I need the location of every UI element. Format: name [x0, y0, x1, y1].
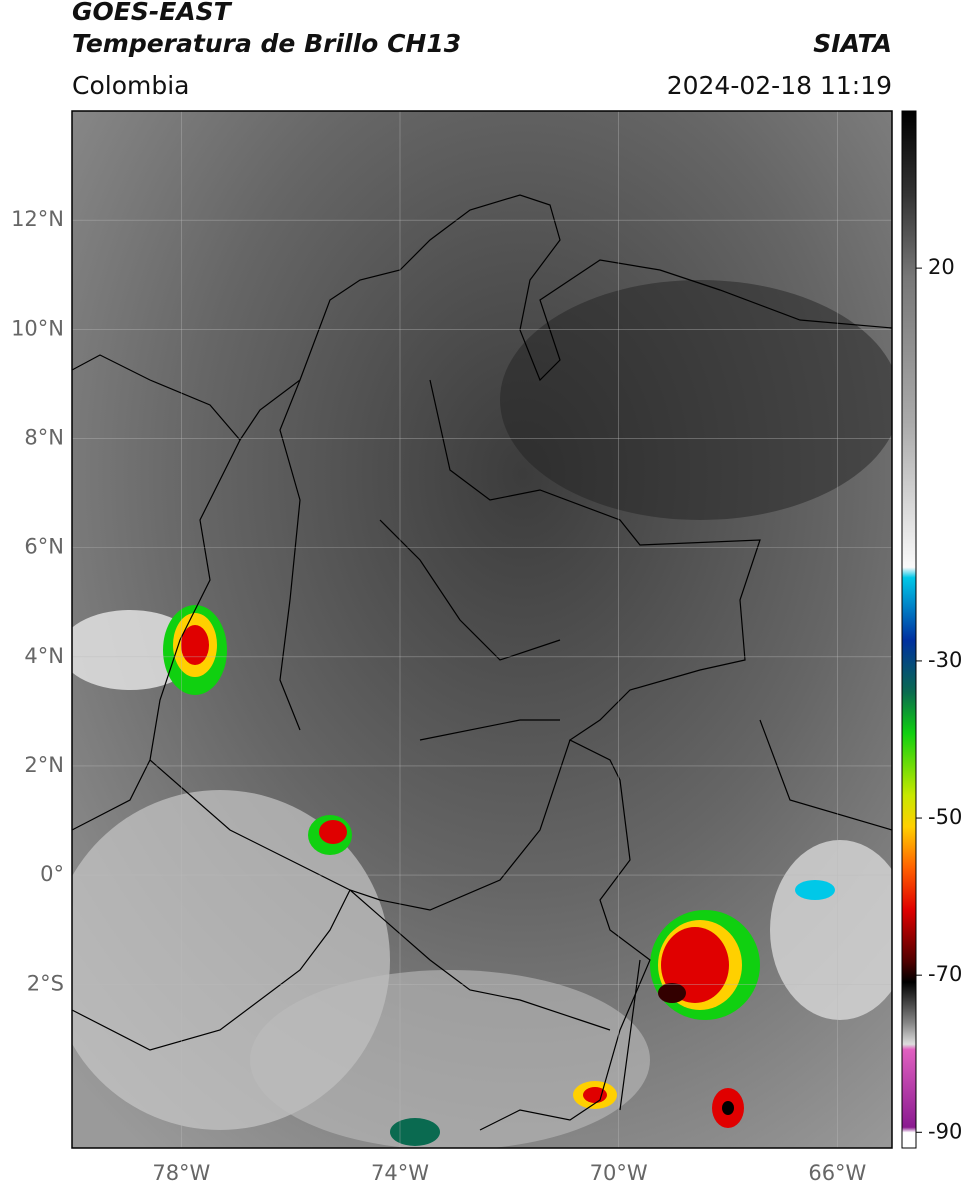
lat-tick-label: 2°N: [24, 753, 64, 777]
lon-tick-label: 66°W: [808, 1161, 866, 1185]
colorbar-tick-label: -90: [928, 1119, 962, 1143]
borders: [72, 194, 892, 1131]
colorbar-tick-label: -50: [928, 805, 962, 829]
map-frame: [71, 110, 893, 1149]
product: Temperatura de Brillo CH13: [72, 29, 461, 58]
lat-tick-label: 0°: [40, 862, 64, 886]
cloud: [770, 840, 892, 1020]
source: SIATA: [813, 29, 892, 58]
datetime: 2024-02-18 11:19: [667, 71, 892, 100]
lat-tick-label: 2°S: [27, 971, 64, 995]
lat-tick-label: 12°N: [11, 207, 64, 231]
lon-tick-label: 70°W: [590, 1161, 648, 1185]
lat-tick-label: 6°N: [24, 535, 64, 559]
lat-tick-label: 10°N: [11, 316, 64, 340]
colorbar-tick-label: 20: [928, 255, 955, 279]
graticule: [72, 111, 892, 1148]
colorbar-tick-label: -70: [928, 962, 962, 986]
colorbar-tick-label: -30: [928, 648, 962, 672]
satellite: GOES-EAST: [72, 0, 233, 26]
lat-tick-label: 8°N: [24, 425, 64, 449]
lat-tick-label: 4°N: [24, 644, 64, 668]
dark-region: [500, 280, 892, 520]
lon-tick-label: 78°W: [152, 1161, 210, 1185]
map-image: [72, 111, 892, 1148]
colorbar: [901, 110, 917, 1149]
region: Colombia: [72, 71, 189, 100]
lon-tick-label: 74°W: [371, 1161, 429, 1185]
cloud: [250, 970, 650, 1148]
convective-cell: [163, 605, 835, 1146]
